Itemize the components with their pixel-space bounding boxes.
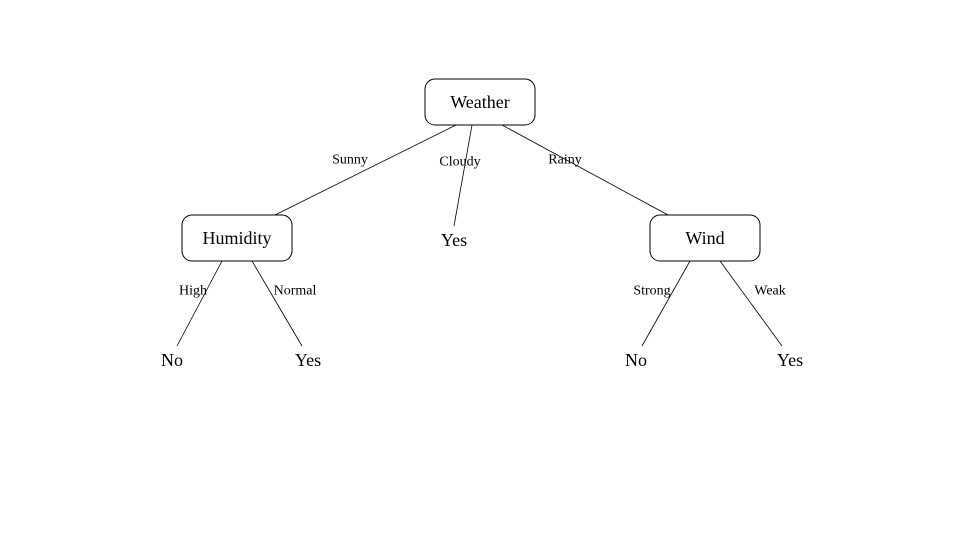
edge-label: Sunny [332, 153, 368, 168]
tree-node-label: Wind [685, 228, 724, 248]
tree-leaf-label: No [161, 350, 183, 370]
tree-leaf-label: Yes [777, 350, 803, 370]
edge [642, 261, 690, 346]
edge-label: High [179, 284, 207, 299]
edge [502, 125, 668, 215]
edge-label: Normal [274, 284, 317, 299]
edge [454, 125, 472, 226]
edge [252, 261, 302, 346]
tree-leaf-label: Yes [295, 350, 321, 370]
edge [720, 261, 782, 346]
edge [177, 261, 222, 346]
edge-label: Rainy [548, 153, 581, 168]
decision-tree-diagram: Sunny Cloudy Rainy High Normal Strong Weak Wea… [0, 0, 960, 540]
edge-label: Strong [633, 284, 670, 299]
tree-node-label: Weather [450, 92, 510, 112]
nodes-layer: Weather Humidity Yes Wind No Yes No Yes [161, 79, 803, 370]
edge [275, 125, 456, 215]
edge-label: Cloudy [439, 155, 480, 170]
tree-leaf-label: No [625, 350, 647, 370]
edge-label: Weak [754, 284, 786, 299]
tree-node-label: Humidity [202, 228, 271, 248]
tree-leaf-label: Yes [441, 230, 467, 250]
